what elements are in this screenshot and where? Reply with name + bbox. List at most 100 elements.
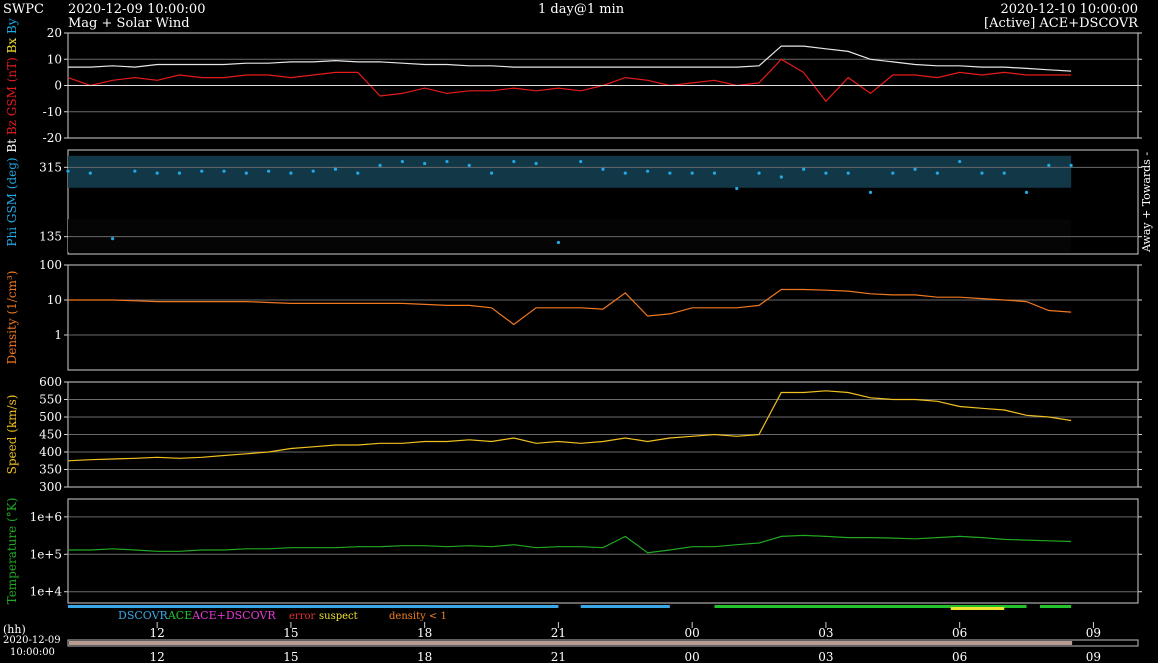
data-point (356, 171, 360, 175)
data-point (489, 171, 494, 175)
time-tick-label: 03 (818, 626, 833, 640)
data-point (846, 171, 850, 175)
data-point (712, 171, 717, 175)
subtitle-label: Mag + Solar Wind (68, 16, 190, 31)
source-legend: DSCOVRACEACE+DSCOVR (118, 609, 276, 622)
data-point (958, 159, 962, 164)
data-point (579, 159, 583, 164)
legend-dscovr: DSCOVR (118, 609, 169, 622)
data-point (891, 171, 895, 175)
data-point (66, 169, 70, 173)
data-point (289, 171, 293, 175)
y-tick-label: -10 (43, 105, 62, 119)
y-tick-label: 10 (47, 293, 62, 307)
data-point (400, 159, 404, 164)
data-point (1047, 163, 1051, 168)
data-point (1069, 163, 1073, 168)
data-point (177, 171, 182, 175)
legend-error: error (289, 611, 315, 622)
source-bar-dscovr (68, 605, 559, 608)
y-tick-label: 20 (47, 26, 62, 40)
y-axis-label: Temperature (°K) (5, 498, 19, 605)
y-tick-label: 100 (39, 258, 62, 272)
time-tick-label-bottom: 18 (417, 650, 432, 663)
start-time-label: 2020-12-09 10:00:00 (68, 2, 206, 17)
timeline-start-time: 10:00:00 (10, 647, 55, 658)
y-tick-label: 350 (39, 463, 62, 477)
data-point (512, 159, 516, 164)
source-bar-ace (714, 605, 1027, 608)
legend-ace_dscovr: ACE+DSCOVR (191, 609, 276, 622)
away-towards-label: Away + Towards - (1140, 152, 1153, 253)
y-tick-label: 1e+6 (30, 510, 62, 524)
time-tick-label-bottom: 09 (1086, 650, 1101, 663)
towards-band (68, 219, 1072, 253)
brand-label: SWPC (3, 2, 44, 17)
time-unit-label: (hh) (3, 623, 26, 636)
time-tick-label: 09 (1086, 626, 1101, 640)
suspect-bar (950, 607, 1005, 610)
data-point (735, 186, 739, 191)
span-label: 1 day@1 min (538, 2, 625, 17)
y-axis-label: Bt Bz GSM (nT) Bx By (5, 18, 19, 152)
y-tick-label: 10 (47, 52, 62, 66)
data-point (333, 167, 338, 171)
data-point (311, 169, 315, 173)
time-tick-label: 06 (952, 626, 967, 640)
y-axis-label: Density (1/cm³) (5, 271, 19, 365)
y-axis-label: Phi GSM (deg) (5, 157, 19, 246)
legend-density-lt1: density < 1 (389, 611, 447, 622)
time-tick-label: 00 (685, 626, 700, 640)
data-point (623, 171, 627, 175)
y-axis-label: Speed (km/s) (5, 395, 19, 475)
data-point (222, 169, 226, 173)
data-point (155, 171, 159, 175)
data-point (556, 240, 561, 245)
data-point (1002, 171, 1006, 175)
panel-2: 1 10 100 Density (1/cm³) (5, 258, 1142, 371)
time-tick-label: 15 (283, 626, 298, 640)
data-point (779, 175, 783, 179)
y-tick-label: 0 (54, 79, 62, 93)
y-tick-label: 600 (39, 375, 62, 389)
data-point (200, 169, 204, 173)
time-tick-label-bottom: 15 (283, 650, 298, 663)
data-point (690, 171, 694, 175)
data-point (802, 167, 806, 171)
time-tick-label-bottom: 12 (150, 650, 165, 663)
data-point (868, 190, 873, 194)
time-tick-label-bottom: 03 (818, 650, 833, 663)
time-tick-label: 21 (551, 626, 566, 640)
legend-suspect: suspect (319, 611, 358, 622)
series-line-temperature (68, 534, 1072, 554)
source-bar-ace (1039, 605, 1072, 608)
y-tick-label: 300 (39, 480, 62, 494)
data-point (824, 171, 828, 175)
data-point (1024, 190, 1029, 194)
series-line-speed (67, 390, 1072, 462)
data-point (467, 163, 471, 168)
data-point (980, 171, 984, 175)
time-tick-label-bottom: 06 (952, 650, 967, 663)
source-bar-dscovr (580, 605, 670, 608)
data-point (244, 171, 248, 175)
y-tick-label: 500 (39, 410, 62, 424)
y-label-part: Bt (5, 139, 19, 153)
end-time-label: 2020-12-10 10:00:00 (1000, 2, 1138, 17)
time-tick-label-bottom: 21 (551, 650, 566, 663)
data-point (534, 161, 538, 166)
y-label-part: Bx (5, 38, 19, 58)
away-band (68, 155, 1072, 188)
y-tick-label: -20 (43, 131, 62, 145)
data-point (133, 169, 137, 173)
series-line-density (68, 288, 1072, 326)
y-tick-label: 135 (39, 230, 62, 244)
y-tick-label: 315 (39, 160, 62, 174)
y-tick-label: 1e+5 (30, 547, 62, 561)
timeline-fill (69, 641, 1073, 645)
data-point (110, 236, 115, 241)
data-point (267, 169, 271, 173)
y-tick-label: 550 (39, 393, 62, 407)
data-point (445, 159, 449, 164)
